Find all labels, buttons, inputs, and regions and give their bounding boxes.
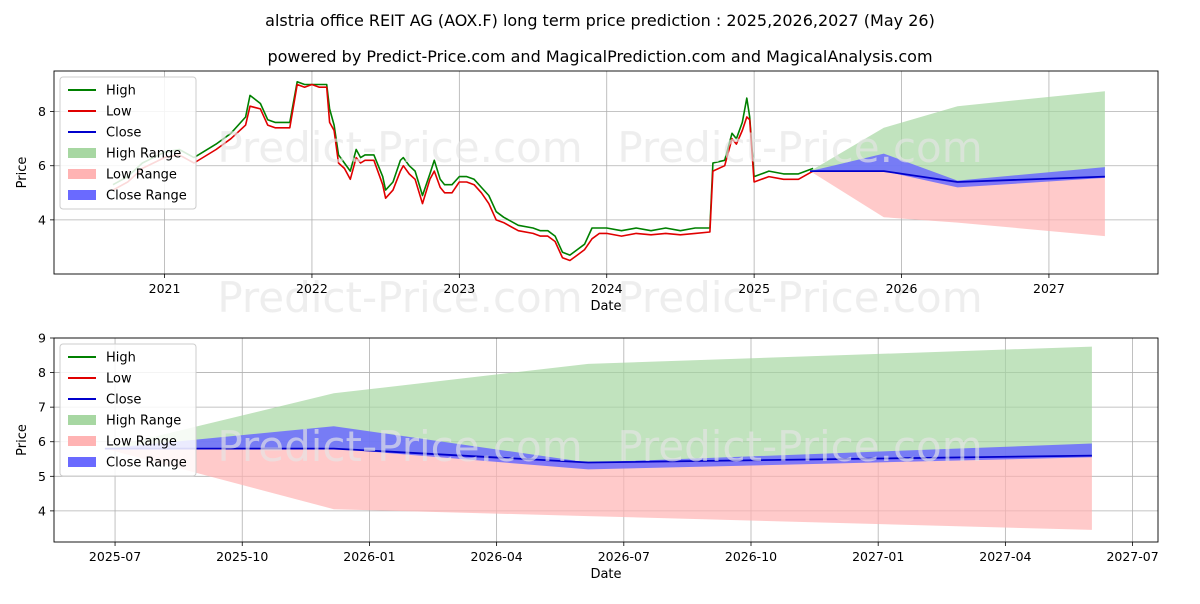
legend-high-range-swatch (68, 415, 96, 425)
high-line (112, 81, 814, 256)
legend-high-range-label: High Range (106, 147, 181, 162)
legend-close-range-swatch (68, 190, 96, 200)
legend-close-range-label: Close Range (106, 189, 187, 204)
legend-high-range-swatch (68, 148, 96, 158)
legend-low-range-swatch (68, 169, 96, 179)
watermark-text: Predict-Price.com (617, 422, 982, 471)
plot-area (104, 346, 1092, 530)
y-tick-label: 8 (38, 104, 46, 119)
top-plot: Predict-Price.com Predict-Price.com Predic… (15, 70, 1159, 322)
x-tick-label: 2024 (591, 281, 623, 296)
x-tick-label: 2026-07 (598, 549, 650, 564)
x-tick-label: 2021 (149, 281, 181, 296)
x-tick-label: 2026-01 (343, 549, 395, 564)
y-tick-label: 4 (38, 212, 46, 227)
y-tick-label: 9 (38, 331, 46, 346)
low-line (112, 83, 814, 262)
legend-low-label: Low (106, 372, 132, 387)
low-range-band (104, 448, 1092, 530)
x-tick-label: 2027 (1033, 281, 1065, 296)
watermark-text: Predict-Price.com (617, 123, 982, 172)
y-tick-label: 7 (38, 400, 46, 415)
legend-low-range-label: Low Range (106, 435, 177, 450)
axes-frame (53, 70, 1159, 275)
legend-close-range-label: Close Range (106, 456, 187, 471)
legend-high-label: High (106, 351, 136, 366)
close-line (104, 447, 1092, 464)
legend-close-label: Close (106, 393, 141, 408)
x-tick-label: 2026-04 (471, 549, 523, 564)
y-axis-label: Price (15, 157, 30, 189)
x-tick-label: 2027-04 (979, 549, 1031, 564)
bottom-plot: Predict-Price.com Predict-Price.com 2025-0… (15, 331, 1159, 583)
y-axis-label: Price (15, 424, 30, 456)
x-tick-label: 2023 (443, 281, 475, 296)
watermark-text: Predict-Price.com (617, 273, 982, 322)
legend-close-label: Close (106, 126, 141, 141)
legend-low-label: Low (106, 105, 132, 120)
legend-low-range-swatch (68, 436, 96, 446)
y-tick-label: 4 (38, 503, 46, 518)
close-line (810, 170, 1105, 183)
legend-high-label: High (106, 84, 136, 99)
x-tick-label: 2025-07 (89, 549, 141, 564)
axes-frame (53, 337, 1159, 543)
x-tick-label: 2027-07 (1106, 549, 1158, 564)
y-tick-label: 6 (38, 434, 46, 449)
y-tick-label: 5 (38, 469, 46, 484)
x-tick-label: 2026 (886, 281, 918, 296)
x-axis-label: Date (590, 299, 621, 314)
chart-subtitle: powered by Predict-Price.com and Magical… (267, 47, 932, 66)
watermark-text: Predict-Price.com (217, 273, 582, 322)
legend: High Low Close High Range Low Range Close Ran… (59, 343, 197, 477)
legend: High Low Close High Range Low Range Close Ran… (59, 76, 197, 210)
chart-title: alstria office REIT AG (AOX.F) long term… (265, 11, 935, 30)
x-tick-label: 2025-10 (216, 549, 268, 564)
x-axis-label: Date (590, 567, 621, 582)
legend-close-range-swatch (68, 457, 96, 467)
y-tick-label: 8 (38, 365, 46, 380)
low-range-band (810, 171, 1105, 237)
x-tick-label: 2027-01 (852, 549, 904, 564)
legend-low-range-label: Low Range (106, 168, 177, 183)
x-tick-label: 2025 (738, 281, 770, 296)
watermark-text: Predict-Price.com (217, 123, 582, 172)
x-tick-label: 2026-10 (725, 549, 777, 564)
watermark-text: Predict-Price.com (217, 422, 582, 471)
y-tick-label: 6 (38, 158, 46, 173)
plot-area (112, 81, 1105, 262)
legend-high-range-label: High Range (106, 414, 181, 429)
x-tick-label: 2022 (296, 281, 328, 296)
